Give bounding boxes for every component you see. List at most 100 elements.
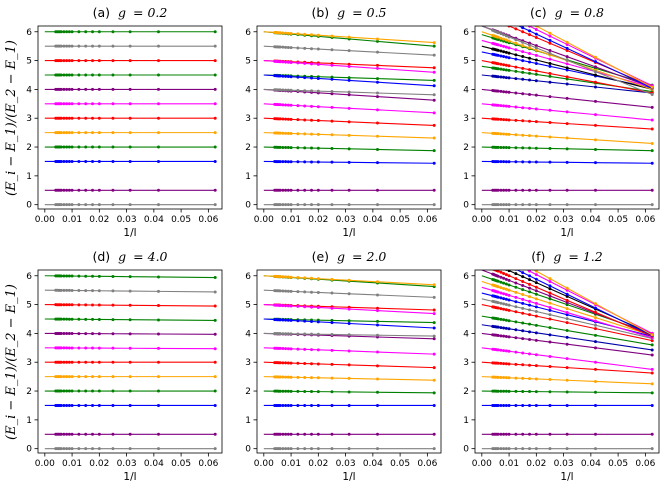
x-tick-label-a-6: 0.06 <box>198 215 218 225</box>
data-point-e-14-13 <box>316 290 320 294</box>
data-point-f-15-15 <box>565 307 569 311</box>
y-tick-label-c-6: 6 <box>463 28 469 38</box>
data-point-f-22-3 <box>494 247 497 250</box>
data-point-e-7-9 <box>289 347 293 351</box>
data-point-f-4-9 <box>507 389 511 393</box>
data-point-d-5-6 <box>62 375 66 379</box>
x-axis-label-e: 1/l <box>342 471 355 483</box>
data-point-f-20-5 <box>497 259 500 262</box>
panel-label-c: (c) <box>530 5 547 20</box>
x-tick-label-c-2: 0.02 <box>526 215 546 225</box>
data-point-b-7-8 <box>286 103 290 107</box>
data-point-e-4-10 <box>296 389 300 393</box>
data-point-d-8-10 <box>77 332 81 336</box>
data-point-a-2-14 <box>111 188 115 192</box>
data-point-e-11-9 <box>289 318 293 322</box>
data-point-f-8-17 <box>650 353 654 357</box>
data-point-b-7-10 <box>296 104 300 108</box>
data-point-f-3-9 <box>507 403 511 407</box>
data-point-c-21-14 <box>548 34 552 38</box>
data-point-b-5-8 <box>286 131 290 135</box>
data-point-a-4-12 <box>91 145 95 149</box>
data-point-c-22-16 <box>593 55 597 59</box>
data-point-d-1-13 <box>97 447 101 451</box>
data-point-c-21-1 <box>491 7 494 10</box>
data-point-c-21-11 <box>521 21 524 24</box>
data-point-f-20-2 <box>493 257 496 260</box>
series-line-f-20 <box>516 270 653 337</box>
data-point-d-5-12 <box>91 375 95 379</box>
data-point-a-11-16 <box>156 44 160 48</box>
data-point-e-13-9 <box>289 304 293 308</box>
data-point-f-21-14 <box>548 280 552 284</box>
data-point-c-3-16 <box>593 161 597 165</box>
data-point-d-4-6 <box>62 389 66 393</box>
panel-label-e: (e) <box>312 249 329 264</box>
data-point-a-10-7 <box>65 59 69 63</box>
data-point-d-2-16 <box>156 432 160 436</box>
data-point-f-17-14 <box>548 294 552 298</box>
data-point-a-1-14 <box>111 203 115 207</box>
data-point-e-7-17 <box>432 352 436 356</box>
data-point-f-13-6 <box>499 296 503 300</box>
data-point-f-20-3 <box>494 258 497 261</box>
data-point-e-11-11 <box>303 319 307 323</box>
data-point-b-6-15 <box>347 120 351 124</box>
data-point-d-12-13 <box>97 274 101 278</box>
data-point-d-5-5 <box>59 375 63 379</box>
data-point-f-21-11 <box>521 266 524 269</box>
data-point-b-4-10 <box>296 146 300 150</box>
data-point-d-8-7 <box>65 332 69 336</box>
data-point-e-6-12 <box>310 362 314 366</box>
data-point-c-22-7 <box>502 7 505 10</box>
data-point-d-12-9 <box>70 274 74 278</box>
data-point-a-11-10 <box>77 44 81 48</box>
data-point-e-3-12 <box>310 403 314 407</box>
x-tick-label-b-5: 0.05 <box>390 215 410 225</box>
data-point-b-8-17 <box>432 98 436 102</box>
data-point-f-7-9 <box>507 349 511 353</box>
data-point-a-6-13 <box>97 116 101 120</box>
data-point-e-14-10 <box>296 290 300 294</box>
data-point-e-16-5 <box>278 275 282 279</box>
data-point-c-14-6 <box>499 44 503 48</box>
data-point-a-11-15 <box>128 44 132 48</box>
data-point-a-4-13 <box>97 145 101 149</box>
data-point-b-1-11 <box>303 203 307 207</box>
data-point-a-3-7 <box>65 159 69 163</box>
data-point-d-9-6 <box>62 317 66 321</box>
data-point-c-13-6 <box>499 49 503 53</box>
data-point-d-10-6 <box>62 303 66 307</box>
data-point-b-15-17 <box>432 44 436 48</box>
data-point-e-7-11 <box>303 347 307 351</box>
data-point-f-21-9 <box>508 259 511 262</box>
series-a-1 <box>44 203 217 207</box>
data-point-f-22-13 <box>534 270 538 273</box>
data-point-e-9-17 <box>432 334 436 338</box>
y-tick-label-d-5: 5 <box>26 301 32 311</box>
data-point-f-3-15 <box>565 403 569 407</box>
data-point-f-5-15 <box>565 378 569 382</box>
data-point-c-14-10 <box>514 48 518 52</box>
data-point-e-14-17 <box>432 295 436 299</box>
data-point-f-7-5 <box>496 348 500 352</box>
data-point-d-10-15 <box>128 303 132 307</box>
data-point-b-6-13 <box>316 119 320 123</box>
data-point-f-4-17 <box>650 391 654 395</box>
data-point-c-17-15 <box>565 55 569 59</box>
data-point-e-1-7 <box>284 447 288 451</box>
data-point-c-8-8 <box>504 90 508 94</box>
data-point-f-10-15 <box>565 329 569 333</box>
data-point-b-9-13 <box>316 89 320 93</box>
series-f-9 <box>481 324 654 352</box>
series-d-1 <box>44 447 217 451</box>
data-point-f-20-15 <box>565 292 569 296</box>
series-a-10 <box>44 59 217 63</box>
data-point-a-3-11 <box>84 159 88 163</box>
data-point-d-6-10 <box>77 360 81 364</box>
series-f-11 <box>481 304 654 343</box>
data-point-f-3-14 <box>548 403 552 407</box>
series-d-4 <box>44 389 217 393</box>
data-point-d-10-14 <box>111 303 115 307</box>
y-tick-label-d-0: 0 <box>26 445 32 455</box>
